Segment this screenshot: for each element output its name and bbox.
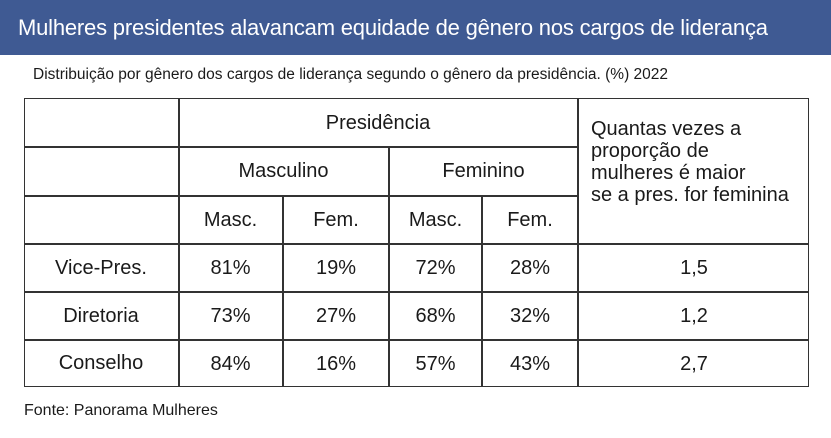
ratio-cell: 1,2 [680,304,708,327]
divider-row-2 [24,339,809,341]
ratio-header-line: Quantas vezes a [591,118,742,140]
title-banner: Mulheres presidentes alavancam equidade … [0,0,831,55]
subcolumn-header: Fem. [313,208,359,231]
ratio-cell: 1,5 [680,256,708,279]
divider-row-label [178,98,180,387]
table-cell: 81% [210,256,251,279]
table-cell: 27% [315,304,357,327]
row-label: Vice-Pres. [55,256,147,279]
table-cell: 72% [415,256,456,279]
group-label-feminino: Feminino [442,160,525,182]
table-cell: 43% [509,352,551,375]
chart-subtitle: Distribuição por gênero dos cargos de li… [33,66,669,83]
row-label: Conselho [58,351,144,374]
source-note: Fonte: Panorama Mulheres [24,402,218,419]
table-cell: 73% [210,304,251,327]
divider-header-1 [24,146,577,148]
divider-header-3 [24,243,809,245]
table-cell: 84% [210,352,251,375]
divider-header-2 [24,195,577,197]
table-cell: 68% [415,304,456,327]
chart-title: Mulheres presidentes alavancam equidade … [18,14,768,40]
subcolumn-header: Fem. [507,208,553,231]
divider-row-1 [24,291,809,293]
ratio-header: Quantas vezes a proporção de mulheres é … [591,118,806,206]
subcolumn-header: Masc. [203,208,258,231]
table-cell: 57% [415,352,456,375]
table-border [24,98,809,387]
ratio-header-line: mulheres é maior [591,162,746,184]
subcolumn-header: Masc. [408,208,463,231]
table-cell: 19% [315,256,357,279]
ratio-cell: 2,7 [680,352,708,375]
group-header: Presidência [325,111,431,134]
group-label-masculino: Masculino [238,160,329,182]
table-cell: 28% [509,256,551,279]
data-table: Presidência Masculino Feminino Masc. Fem… [24,98,809,387]
row-label: Diretoria [63,304,139,327]
ratio-header-line: proporção de [591,140,709,162]
ratio-header-line: se a pres. for feminina [591,184,789,206]
table-cell: 16% [315,352,357,375]
divider-ratio [577,98,579,387]
table-cell: 32% [509,304,551,327]
divider-group [388,146,390,387]
